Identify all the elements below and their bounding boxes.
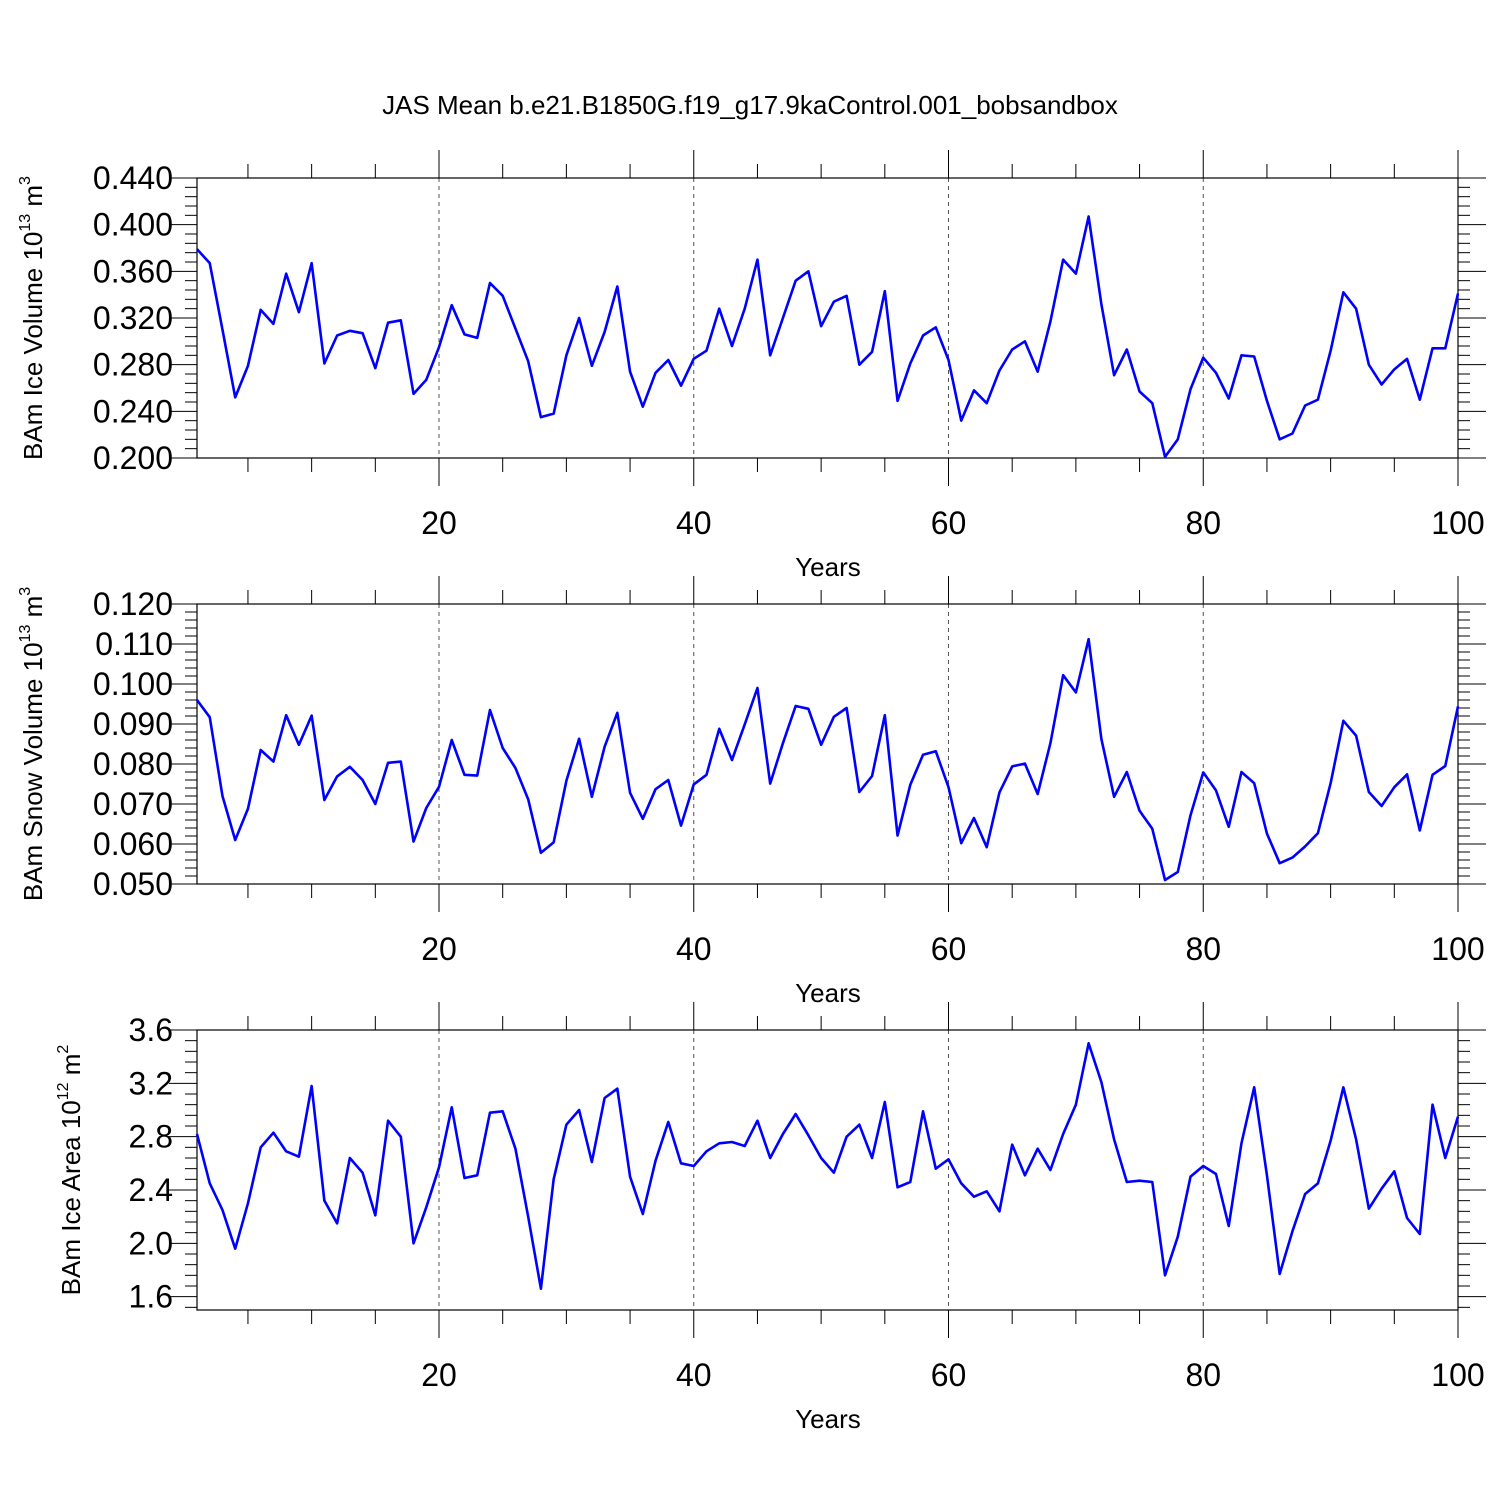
chart3-xtick-label: 20: [421, 1357, 457, 1393]
chart3-xlabel: Years: [795, 1404, 861, 1434]
chart3-ylabel-exp: 12: [55, 1082, 72, 1100]
chart1-ytick-label: 0.200: [93, 440, 173, 476]
chart3-ytick-label: 2.0: [129, 1225, 173, 1261]
chart2-series-line: [195, 637, 1460, 882]
chart2-ylabel-text: BAm Snow Volume 10: [18, 642, 48, 901]
chart1-ytick-label: 0.360: [93, 253, 173, 289]
chart2-xtick-label: 100: [1431, 931, 1484, 967]
chart1-frame: [196, 177, 1459, 459]
chart2-ytick-label: 0.090: [93, 706, 173, 742]
chart3-series-line: [195, 1042, 1460, 1290]
chart3-ytick-label: 2.8: [129, 1119, 173, 1155]
chart2-frame: [196, 603, 1459, 885]
chart2-ylabel-exp: 13: [17, 625, 34, 643]
chart1-ytick-label: 0.320: [93, 300, 173, 336]
chart-panel-2: 0.050 0.060 0.070 0.080 0.090 0.100 0.110 0.120…: [17, 576, 1486, 1008]
chart1-ylabel-text: BAm Ice Volume 10: [18, 232, 48, 460]
chart3-ytick-label: 1.6: [129, 1279, 173, 1315]
chart3-ytick-label: 3.6: [129, 1012, 173, 1048]
chart1-xtick-label: 80: [1185, 505, 1221, 541]
chart3-ytick-label: 3.2: [129, 1065, 173, 1101]
chart2-xtick-label: 80: [1185, 931, 1221, 967]
chart2-ytick-label: 0.110: [95, 626, 173, 662]
chart3-frame: [196, 1029, 1459, 1311]
chart3-ylabel: BAm Ice Area 1012 m2: [55, 1045, 86, 1296]
chart1-xtick-label: 40: [676, 505, 712, 541]
chart1-ytick-label: 0.440: [93, 160, 173, 196]
chart2-ytick-label: 0.050: [93, 866, 173, 902]
chart2-xlabel: Years: [795, 978, 861, 1008]
chart3-xtick-label: 100: [1431, 1357, 1484, 1393]
chart1-points: [197, 216, 1458, 456]
chart2-ylabel: BAm Snow Volume 1013 m3: [17, 587, 48, 901]
chart2-ylabel-unit: m: [18, 596, 48, 625]
chart2-xtick-label: 40: [676, 931, 712, 967]
chart-panel-3: 1.6 2.0 2.4 2.8 3.2 3.6 20 40 60 80 100 Years BAm Ic…: [55, 1002, 1486, 1434]
chart2-ytick-label: 0.080: [93, 746, 173, 782]
chart1-xtick-label: 20: [421, 505, 457, 541]
chart1-series-line: [196, 215, 1460, 459]
chart1-xtick-label: 60: [931, 505, 967, 541]
chart1-ylabel: BAm Ice Volume 1013 m3: [17, 176, 48, 460]
chart3-xtick-label: 60: [931, 1357, 967, 1393]
chart1-xlabel: Years: [795, 552, 861, 582]
chart1-ytick-label: 0.240: [93, 393, 173, 429]
chart3-ylabel-unit-exp: 2: [55, 1045, 72, 1054]
chart2-xtick-label: 20: [421, 931, 457, 967]
chart1-ylabel-exp: 13: [17, 214, 34, 232]
chart2-ytick-label: 0.120: [93, 586, 173, 622]
chart3-ytick-label: 2.4: [129, 1172, 173, 1208]
chart3-ylabel-unit: m: [56, 1054, 86, 1083]
chart2-points: [197, 639, 1458, 880]
chart3-ylabel-text: BAm Ice Area 10: [56, 1100, 86, 1295]
chart1-xtick-label: 100: [1431, 505, 1484, 541]
chart1-ytick-label: 0.280: [93, 347, 173, 383]
chart2-xtick-label: 60: [931, 931, 967, 967]
chart1-ylabel-unit-exp: 3: [17, 176, 34, 185]
figure-title: JAS Mean b.e21.B1850G.f19_g17.9kaControl…: [382, 90, 1118, 120]
chart1-ytick-label: 0.400: [93, 207, 173, 243]
chart2-ylabel-unit-exp: 3: [17, 587, 34, 596]
chart2-ytick-label: 0.100: [93, 666, 173, 702]
chart3-xtick-label: 40: [676, 1357, 712, 1393]
chart3-xtick-label: 80: [1185, 1357, 1221, 1393]
chart2-ytick-label: 0.070: [93, 786, 173, 822]
chart2-ytick-label: 0.060: [93, 826, 173, 862]
chart1-ylabel-unit: m: [18, 185, 48, 214]
chart-panel-1: 0.200 0.240 0.280 0.320 0.360 0.400 0.440 20 40 6…: [17, 150, 1486, 582]
